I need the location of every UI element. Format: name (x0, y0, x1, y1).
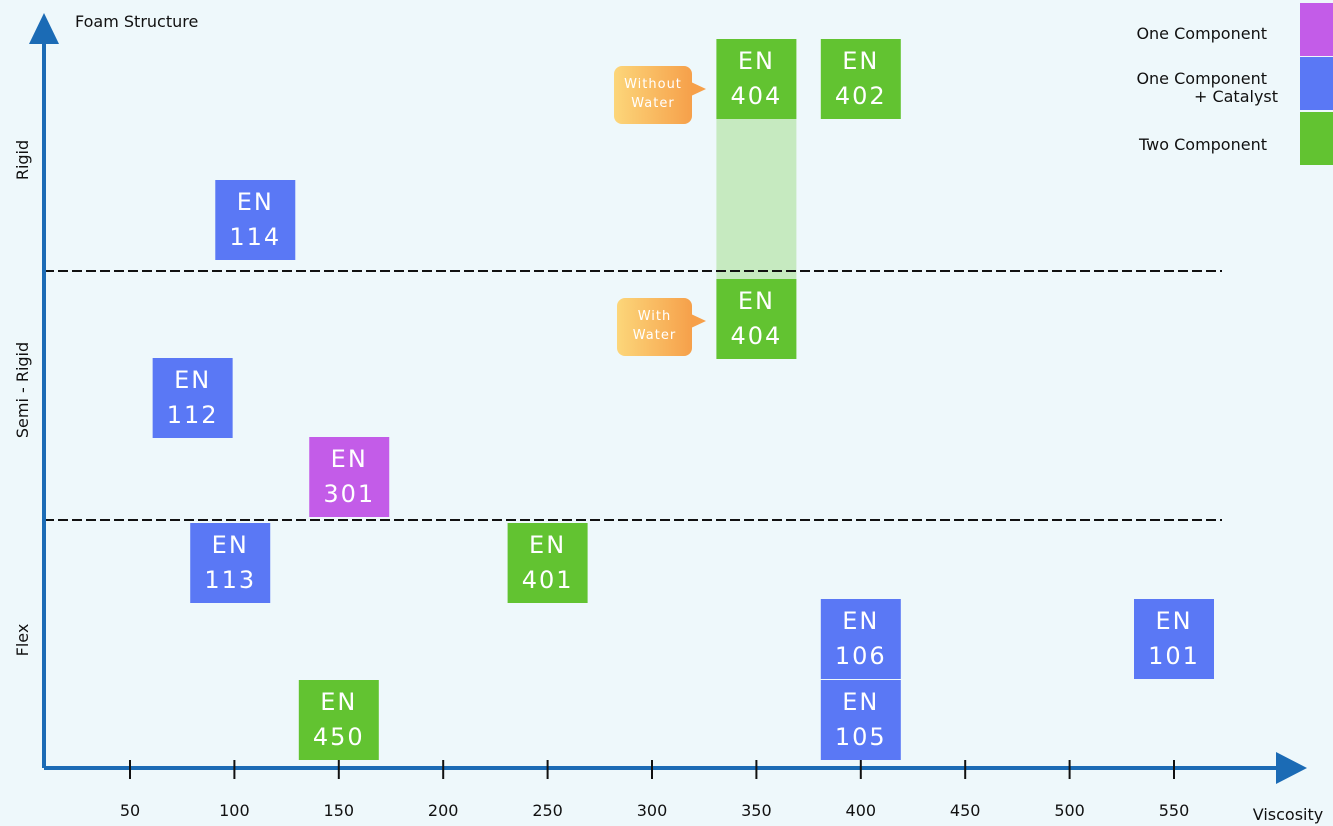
product-box-bg (716, 39, 797, 119)
product-box-404: EN 404 (716, 279, 797, 359)
legend-label: One Component (1136, 69, 1267, 88)
product-box-402: EN 402 (820, 39, 901, 119)
y-category-label: Flex (13, 624, 32, 657)
product-line2: 112 (167, 401, 219, 429)
product-line1: EN (842, 688, 879, 716)
product-line2: 105 (835, 723, 887, 751)
product-box-bg (152, 358, 233, 438)
legend-label: One Component (1136, 24, 1267, 43)
legend-label: Two Component (1138, 135, 1267, 154)
product-line1: EN (174, 366, 211, 394)
product-line2: 301 (323, 480, 375, 508)
x-tick-label: 250 (532, 801, 563, 820)
y-axis-arrow (29, 13, 59, 44)
x-axis-arrow (1276, 752, 1307, 784)
x-tick-label: 550 (1159, 801, 1190, 820)
x-tick-label: 500 (1054, 801, 1085, 820)
with-without-water-band (716, 119, 797, 279)
legend-entry: One Component (1136, 3, 1333, 56)
product-line1: EN (842, 47, 879, 75)
product-box-404: EN 404 (716, 39, 797, 119)
product-line1: EN (738, 47, 775, 75)
product-line2: 101 (1148, 642, 1200, 670)
product-box-105: EN 105 (820, 680, 901, 760)
product-box-112: EN 112 (152, 358, 233, 438)
product-line1: EN (529, 531, 566, 559)
y-category-label: Semi - Rigid (13, 342, 32, 438)
product-box-bg (716, 279, 797, 359)
x-tick-label: 200 (428, 801, 459, 820)
product-line1: EN (842, 607, 879, 635)
product-box-bg (215, 180, 296, 260)
product-box-bg (298, 680, 379, 760)
x-axis-title: Viscosity (1253, 805, 1323, 824)
y-axis-title: Foam Structure (75, 12, 198, 31)
product-box-114: EN 114 (215, 180, 296, 260)
product-line2: 114 (229, 223, 281, 251)
x-tick-label: 450 (950, 801, 981, 820)
legend-swatch (1300, 57, 1333, 110)
product-line2: 401 (522, 566, 574, 594)
product-line1: EN (212, 531, 249, 559)
product-line2: 113 (204, 566, 256, 594)
x-tick-label: 400 (846, 801, 877, 820)
x-tick-label: 50 (120, 801, 140, 820)
callout-text: With (638, 309, 672, 324)
product-box-bg (507, 523, 588, 603)
product-line1: EN (1155, 607, 1192, 635)
product-line1: EN (320, 688, 357, 716)
callout-text: Water (633, 328, 676, 343)
product-box-bg (820, 680, 901, 760)
product-box-106: EN 106 (820, 599, 901, 679)
legend-entry: Two Component (1138, 112, 1333, 165)
product-box-113: EN 113 (190, 523, 271, 603)
y-category-label: Rigid (13, 140, 32, 180)
product-line2: 404 (730, 82, 782, 110)
product-line1: EN (738, 287, 775, 315)
product-box-bg (190, 523, 271, 603)
x-tick-label: 350 (741, 801, 772, 820)
product-box-bg (820, 599, 901, 679)
product-line2: 450 (313, 723, 365, 751)
x-tick-label: 150 (324, 801, 355, 820)
legend-label: + Catalyst (1194, 87, 1278, 106)
x-tick-label: 100 (219, 801, 250, 820)
product-box-bg (820, 39, 901, 119)
product-line2: 106 (835, 642, 887, 670)
product-line2: 404 (730, 322, 782, 350)
water-callout: Without Water (614, 66, 706, 124)
water-callout: With Water (617, 298, 706, 356)
product-box-bg (1134, 599, 1214, 679)
product-line2: 402 (835, 82, 887, 110)
legend-swatch (1300, 112, 1333, 165)
legend-entry: One Component+ Catalyst (1136, 57, 1333, 110)
callout-text: Without (624, 77, 682, 92)
callout-bubble (617, 298, 692, 356)
product-line1: EN (237, 188, 274, 216)
x-tick-label: 300 (637, 801, 668, 820)
product-box-401: EN 401 (507, 523, 588, 603)
product-box-450: EN 450 (298, 680, 379, 760)
callout-bubble (614, 66, 692, 124)
product-box-101: EN 101 (1134, 599, 1214, 679)
callout-pointer (691, 314, 706, 328)
callout-text: Water (631, 96, 674, 111)
callout-pointer (691, 82, 706, 96)
legend-swatch (1300, 3, 1333, 56)
product-line1: EN (331, 445, 368, 473)
product-box-301: EN 301 (309, 437, 390, 517)
product-box-bg (309, 437, 390, 517)
